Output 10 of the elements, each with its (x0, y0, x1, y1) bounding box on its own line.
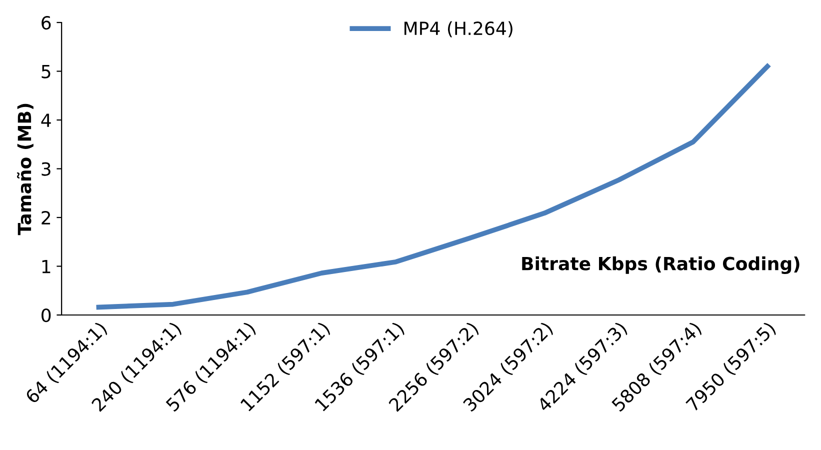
y-tick-label: 4 (41, 114, 51, 127)
y-tick-label: 6 (42, 16, 51, 30)
y-tick-label: 1 (42, 260, 50, 274)
legend-label: MP4 (H.264) (404, 21, 512, 38)
y-axis-title: Tamaño (MB) (17, 104, 34, 236)
y-tick-label: 2 (42, 210, 50, 224)
y-tick-label: 5 (42, 64, 50, 78)
y-tick-label: 0 (42, 308, 51, 322)
y-tick-label: 3 (42, 162, 50, 176)
x-axis-title: Bitrate Kbps (Ratio Coding) (522, 256, 800, 274)
